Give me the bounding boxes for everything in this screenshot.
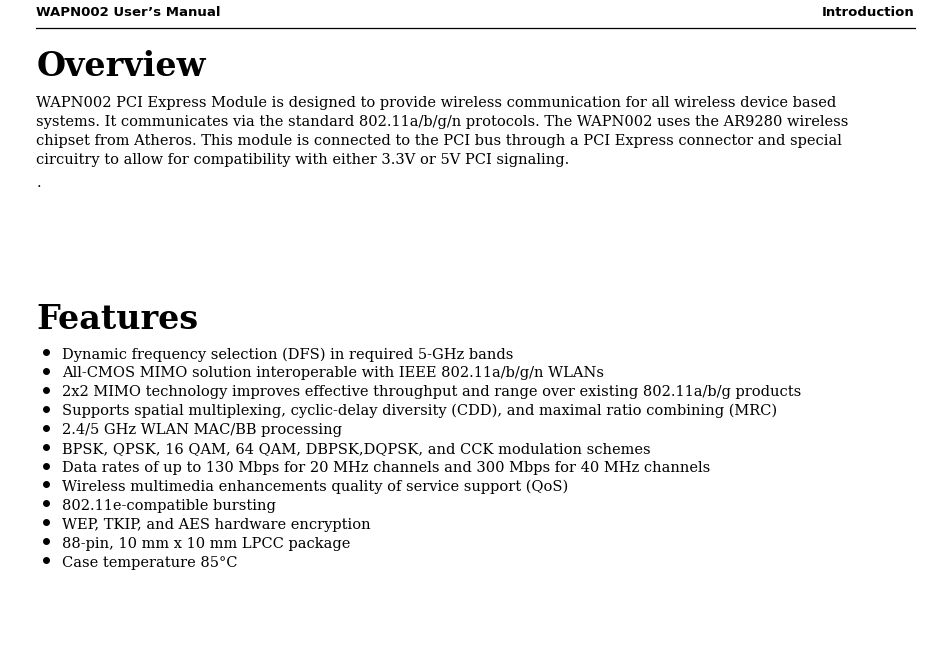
Text: WAPN002 User’s Manual: WAPN002 User’s Manual bbox=[36, 5, 221, 19]
Text: Data rates of up to 130 Mbps for 20 MHz channels and 300 Mbps for 40 MHz channel: Data rates of up to 130 Mbps for 20 MHz … bbox=[62, 461, 710, 475]
Text: circuitry to allow for compatibility with either 3.3V or 5V PCI signaling.: circuitry to allow for compatibility wit… bbox=[36, 154, 570, 168]
Text: 2.4/5 GHz WLAN MAC/BB processing: 2.4/5 GHz WLAN MAC/BB processing bbox=[62, 423, 341, 437]
Text: All-CMOS MIMO solution interoperable with IEEE 802.11a/b/g/n WLANs: All-CMOS MIMO solution interoperable wit… bbox=[62, 366, 604, 380]
Text: systems. It communicates via the standard 802.11a/b/g/n protocols. The WAPN002 u: systems. It communicates via the standar… bbox=[36, 115, 848, 130]
Text: chipset from Atheros. This module is connected to the PCI bus through a PCI Expr: chipset from Atheros. This module is con… bbox=[36, 134, 842, 148]
Text: WAPN002 PCI Express Module is designed to provide wireless communication for all: WAPN002 PCI Express Module is designed t… bbox=[36, 96, 836, 110]
Text: Overview: Overview bbox=[36, 50, 205, 83]
Text: .: . bbox=[36, 176, 41, 190]
Text: Features: Features bbox=[36, 303, 198, 336]
Text: Case temperature 85°C: Case temperature 85°C bbox=[62, 556, 238, 570]
Text: Dynamic frequency selection (DFS) in required 5-GHz bands: Dynamic frequency selection (DFS) in req… bbox=[62, 347, 514, 362]
Text: 88-pin, 10 mm x 10 mm LPCC package: 88-pin, 10 mm x 10 mm LPCC package bbox=[62, 537, 350, 551]
Text: 802.11e-compatible bursting: 802.11e-compatible bursting bbox=[62, 499, 276, 513]
Text: Wireless multimedia enhancements quality of service support (QoS): Wireless multimedia enhancements quality… bbox=[62, 480, 568, 494]
Text: Introduction: Introduction bbox=[822, 5, 915, 19]
Text: Supports spatial multiplexing, cyclic-delay diversity (CDD), and maximal ratio c: Supports spatial multiplexing, cyclic-de… bbox=[62, 404, 777, 418]
Text: WEP, TKIP, and AES hardware encryption: WEP, TKIP, and AES hardware encryption bbox=[62, 517, 371, 532]
Text: 2x2 MIMO technology improves effective throughput and range over existing 802.11: 2x2 MIMO technology improves effective t… bbox=[62, 385, 801, 399]
Text: BPSK, QPSK, 16 QAM, 64 QAM, DBPSK,DQPSK, and CCK modulation schemes: BPSK, QPSK, 16 QAM, 64 QAM, DBPSK,DQPSK,… bbox=[62, 442, 650, 456]
